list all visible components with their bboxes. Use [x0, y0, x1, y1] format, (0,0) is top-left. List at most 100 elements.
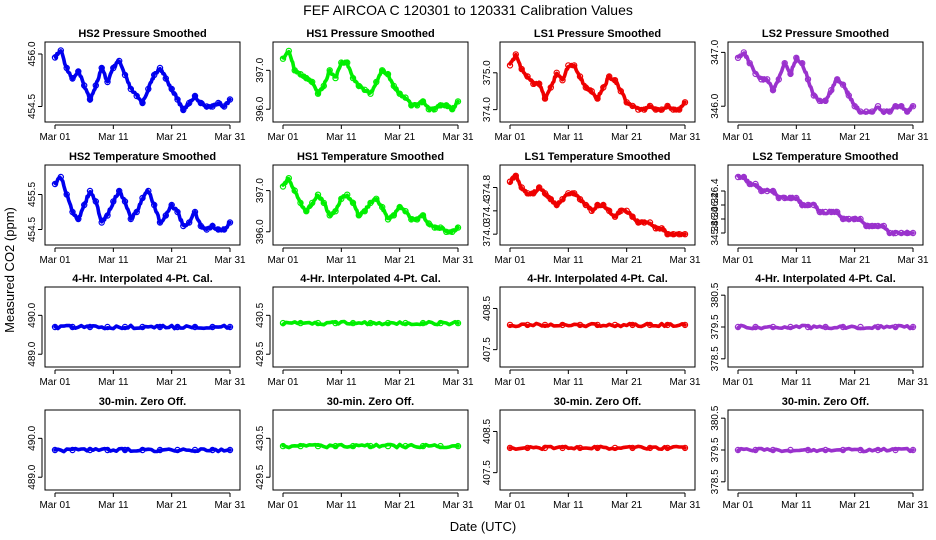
data-point [168, 85, 175, 93]
series-line [281, 176, 460, 235]
data-point [209, 323, 216, 331]
x-tick-label: Mar 21 [611, 255, 643, 266]
panel-title: 30-min. Zero Off. [99, 396, 186, 408]
data-point [437, 224, 444, 231]
data-point [437, 319, 444, 327]
data-point [904, 108, 911, 115]
data-point [279, 183, 287, 190]
series-line [508, 321, 687, 329]
x-tick-label: Mar 31 [669, 255, 701, 266]
plot-frame [44, 41, 241, 123]
data-point [156, 446, 164, 454]
data-point [314, 442, 322, 450]
data-point [670, 106, 677, 113]
data-point [571, 62, 578, 69]
data-point [793, 54, 800, 62]
data-point [898, 229, 905, 237]
series-line [508, 444, 687, 452]
data-point [594, 444, 601, 452]
x-tick-label: Mar 11 [326, 132, 357, 143]
x-tick-label: Mar 01 [39, 500, 71, 511]
plot-frame [44, 286, 241, 368]
data-point [681, 321, 689, 329]
data-point [536, 80, 543, 88]
data-point [367, 199, 374, 207]
plot-frame [727, 409, 924, 491]
data-point [332, 74, 339, 82]
x-tick-label: Mar 01 [267, 132, 299, 143]
data-point [384, 216, 392, 223]
data-point [571, 190, 578, 197]
data-point [191, 323, 199, 331]
data-point [133, 92, 140, 100]
data-point [443, 228, 450, 235]
x-tick-label: Mar 11 [326, 255, 357, 266]
y-tick-label: 346.0 [710, 206, 721, 231]
y-tick-label: 407.5 [482, 460, 493, 485]
data-point [623, 207, 630, 214]
x-tick-label: Mar 31 [669, 500, 701, 511]
plot-frame [499, 41, 696, 123]
data-point [344, 59, 351, 66]
data-point [51, 54, 59, 61]
y-tick-label: 346.0 [710, 93, 721, 118]
data-point [63, 64, 70, 72]
data-point [769, 323, 777, 331]
data-point [746, 60, 753, 67]
data-point [156, 323, 164, 331]
chart-panel: LS2 Pressure Smoothed Mar 01 Mar 11 Mar 21 M… [710, 28, 929, 143]
data-point [303, 207, 310, 215]
data-point [226, 323, 234, 331]
data-point [69, 446, 76, 454]
data-point [559, 76, 566, 84]
data-point [303, 74, 310, 82]
x-tick-label: Mar 31 [214, 132, 246, 143]
x-tick-label: Mar 21 [611, 132, 643, 143]
panel-title: 4-Hr. Interpolated 4-Pt. Cal. [755, 273, 896, 285]
x-tick-label: Mar 01 [722, 500, 754, 511]
y-tick-label: 396.0 [255, 96, 266, 121]
data-point [454, 319, 462, 327]
x-tick-label: Mar 01 [39, 132, 71, 143]
data-point [390, 82, 397, 90]
x-tick-label: Mar 21 [839, 255, 871, 266]
data-point [822, 446, 829, 454]
chart-panel: HS1 Temperature Smoothed Mar 01 Mar 11 Mar … [255, 151, 474, 266]
data-point [611, 321, 619, 329]
data-point [588, 207, 595, 214]
data-point [180, 222, 187, 230]
data-point [419, 442, 427, 450]
x-tick-label: Mar 21 [156, 377, 188, 388]
data-point [69, 208, 76, 216]
data-point [367, 90, 374, 97]
x-tick-label: Mar 21 [384, 255, 416, 266]
data-point [512, 51, 520, 58]
y-tick-label: 374.4 [482, 198, 493, 223]
data-point [203, 226, 210, 233]
data-point [752, 446, 759, 454]
data-point [886, 108, 893, 115]
data-point [344, 191, 351, 198]
data-point [594, 95, 601, 102]
data-point [553, 201, 560, 209]
data-point [454, 224, 462, 231]
data-point [898, 102, 905, 110]
data-point [86, 446, 94, 454]
data-point [215, 226, 222, 233]
x-tick-label: Mar 11 [553, 377, 584, 388]
data-point [174, 446, 181, 454]
data-point [320, 199, 327, 207]
data-point [309, 199, 316, 207]
data-point [425, 105, 432, 113]
data-point [454, 98, 462, 105]
data-point [874, 102, 882, 110]
series-line [53, 446, 232, 454]
x-tick-label: Mar 01 [39, 255, 71, 266]
data-point [402, 442, 409, 450]
data-point [781, 60, 788, 67]
data-point [857, 323, 864, 331]
data-point [226, 96, 234, 103]
data-point [449, 105, 456, 113]
y-tick-label: 345.8 [710, 220, 721, 245]
x-tick-label: Mar 11 [326, 500, 357, 511]
